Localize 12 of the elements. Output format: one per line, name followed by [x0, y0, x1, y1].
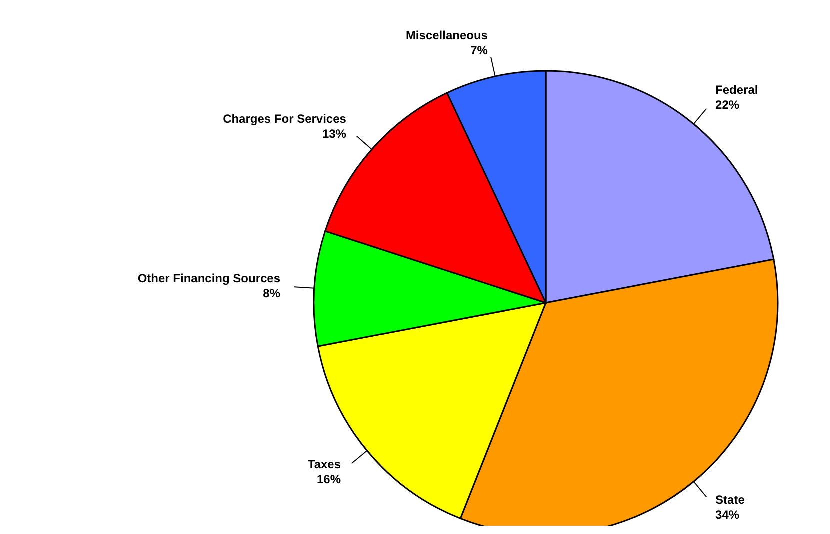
slice-label: Other Financing Sources: [138, 271, 281, 286]
slice-label: State: [716, 492, 746, 507]
slice-label: Taxes: [308, 458, 342, 472]
slice-label: Federal: [716, 83, 758, 98]
data-label: 16%: [317, 472, 342, 487]
slice-label: Miscellaneous: [406, 28, 488, 42]
slice-label: Charges For Services: [223, 112, 347, 126]
data-label: 34%: [716, 508, 740, 522]
data-label: 22%: [716, 98, 740, 112]
data-label: 8%: [263, 286, 281, 300]
data-label: 7%: [470, 43, 488, 58]
data-label: 13%: [322, 127, 347, 142]
